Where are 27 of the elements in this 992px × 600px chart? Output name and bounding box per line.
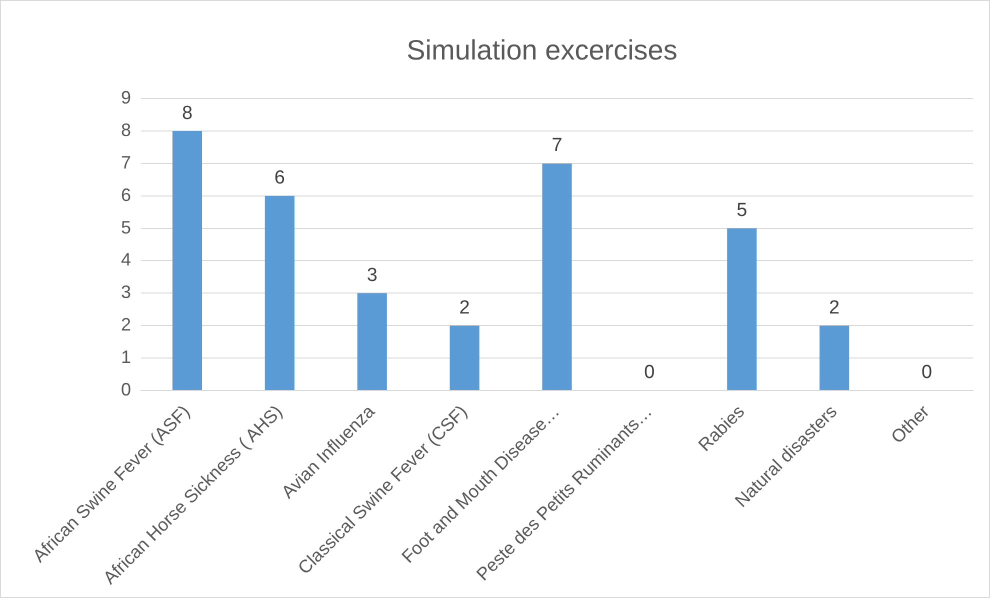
bar (542, 163, 572, 390)
y-tick-label: 6 (120, 184, 132, 205)
y-tick-label: 2 (120, 314, 132, 335)
data-label: 8 (182, 102, 193, 124)
y-tick-label: 3 (120, 282, 132, 302)
data-label: 5 (736, 200, 748, 222)
data-label: 2 (459, 297, 470, 318)
data-label: 6 (274, 168, 285, 189)
y-tick-label: 4 (120, 250, 132, 270)
bar (727, 228, 757, 390)
bar (450, 326, 480, 390)
chart-title: Simulation excercises (406, 34, 678, 66)
data-label: 7 (552, 135, 562, 156)
bar (264, 196, 294, 390)
data-label: 0 (921, 362, 932, 384)
y-tick-label: 9 (120, 88, 132, 108)
y-tick-label: 1 (120, 346, 132, 367)
data-label: 0 (644, 362, 655, 384)
bar (172, 131, 202, 390)
y-tick-label: 7 (120, 152, 132, 172)
data-label: 3 (366, 264, 378, 286)
bar (820, 326, 850, 390)
bar (357, 293, 387, 390)
y-tick-label: 8 (120, 120, 132, 140)
data-label: 2 (829, 297, 840, 318)
y-tick-label: 0 (120, 379, 132, 400)
y-tick-label: 5 (120, 217, 132, 238)
